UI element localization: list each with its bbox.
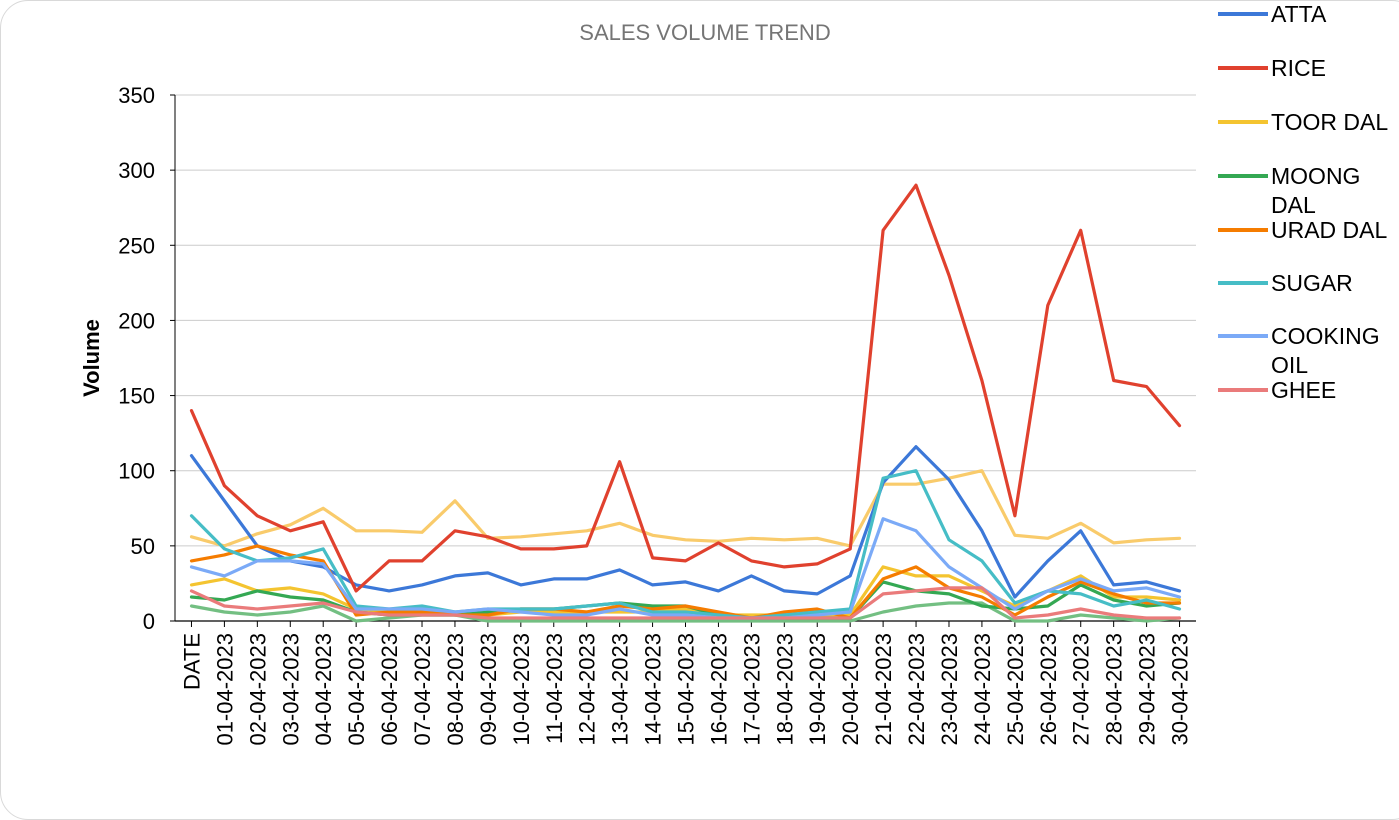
chart-title: SALES VOLUME TREND	[579, 20, 830, 45]
y-tick-label: 350	[118, 83, 155, 108]
x-tick-label: 10-04-2023	[509, 633, 534, 746]
series-line-sugar	[189, 469, 1182, 620]
x-tick-label: 11-04-2023	[542, 633, 567, 744]
x-tick-label: 02-04-2023	[245, 633, 270, 746]
legend-label: MOONG DAL	[1271, 163, 1360, 218]
legend-label: COOKING OIL	[1271, 323, 1380, 378]
legend-label: ATTA	[1271, 1, 1327, 27]
x-tick-label: 28-04-2023	[1102, 633, 1127, 746]
x-tick-label: 15-04-2023	[674, 633, 699, 746]
series-line-ghee	[189, 586, 1182, 620]
legend-label: TOOR DAL	[1271, 109, 1388, 135]
line-chart: SALES VOLUME TREND Volume 0 50 100 150 200 25…	[79, 1, 1388, 746]
y-tick-label: 250	[118, 233, 155, 258]
x-tick-label: 18-04-2023	[772, 633, 797, 746]
x-tick-label: 14-04-2023	[641, 633, 666, 746]
legend-label: SUGAR	[1271, 270, 1353, 296]
x-tick-label: 29-04-2023	[1135, 633, 1160, 746]
x-tick-label: 04-04-2023	[311, 633, 336, 746]
x-tick-label: 17-04-2023	[739, 633, 764, 746]
x-tick-label: 24-04-2023	[970, 633, 995, 746]
x-tick-label: 12-04-2023	[575, 633, 600, 746]
legend-label: RICE	[1271, 55, 1326, 81]
y-axis-title: Volume	[79, 319, 104, 397]
x-tick-label: 26-04-2023	[1036, 633, 1061, 746]
series-line-urad-dal	[189, 544, 1182, 620]
x-tick-label: 05-04-2023	[344, 633, 369, 746]
legend-label: GHEE	[1271, 377, 1336, 403]
series-line-extra-2	[189, 469, 1182, 548]
series-line-atta	[189, 445, 1182, 599]
x-tick-label: 25-04-2023	[1003, 633, 1028, 746]
legend-label: URAD DAL	[1271, 217, 1388, 243]
x-tick-label: 07-04-2023	[410, 633, 435, 746]
x-tick-label: 01-04-2023	[212, 633, 237, 746]
y-tick-label: 50	[131, 534, 155, 559]
series-lines	[189, 183, 1182, 623]
y-axis-ticks: 0 50 100 150 200 250 300 350	[118, 83, 176, 634]
y-tick-label: 100	[118, 459, 155, 484]
series-line-cooking-oil	[189, 517, 1182, 620]
x-tick-label: 23-04-2023	[937, 633, 962, 746]
gridlines	[175, 94, 1196, 622]
series-line-rice	[189, 183, 1182, 593]
x-tick-label: 09-04-2023	[476, 633, 501, 746]
x-tick-label: 20-04-2023	[838, 633, 863, 746]
x-tick-label: 03-04-2023	[278, 633, 303, 746]
x-tick-label: 16-04-2023	[706, 633, 731, 746]
x-tick-label: 21-04-2023	[871, 633, 896, 746]
x-tick-label: DATE	[179, 633, 204, 690]
x-tick-label: 30-04-2023	[1168, 633, 1193, 746]
y-tick-label: 200	[118, 308, 155, 333]
x-tick-label: 06-04-2023	[377, 633, 402, 746]
x-tick-label: 22-04-2023	[904, 633, 929, 746]
x-tick-label: 27-04-2023	[1069, 633, 1094, 746]
y-tick-label: 150	[118, 384, 155, 409]
x-tick-label: 08-04-2023	[443, 633, 468, 746]
y-tick-label: 300	[118, 158, 155, 183]
x-axis-ticks: DATE 01-04-2023 02-04-2023 03-04-2023 04-04-…	[179, 621, 1193, 746]
series-line-extra-1	[189, 601, 1182, 623]
x-tick-label: 13-04-2023	[608, 633, 633, 746]
y-tick-label: 0	[143, 609, 155, 634]
x-tick-label: 19-04-2023	[805, 633, 830, 746]
